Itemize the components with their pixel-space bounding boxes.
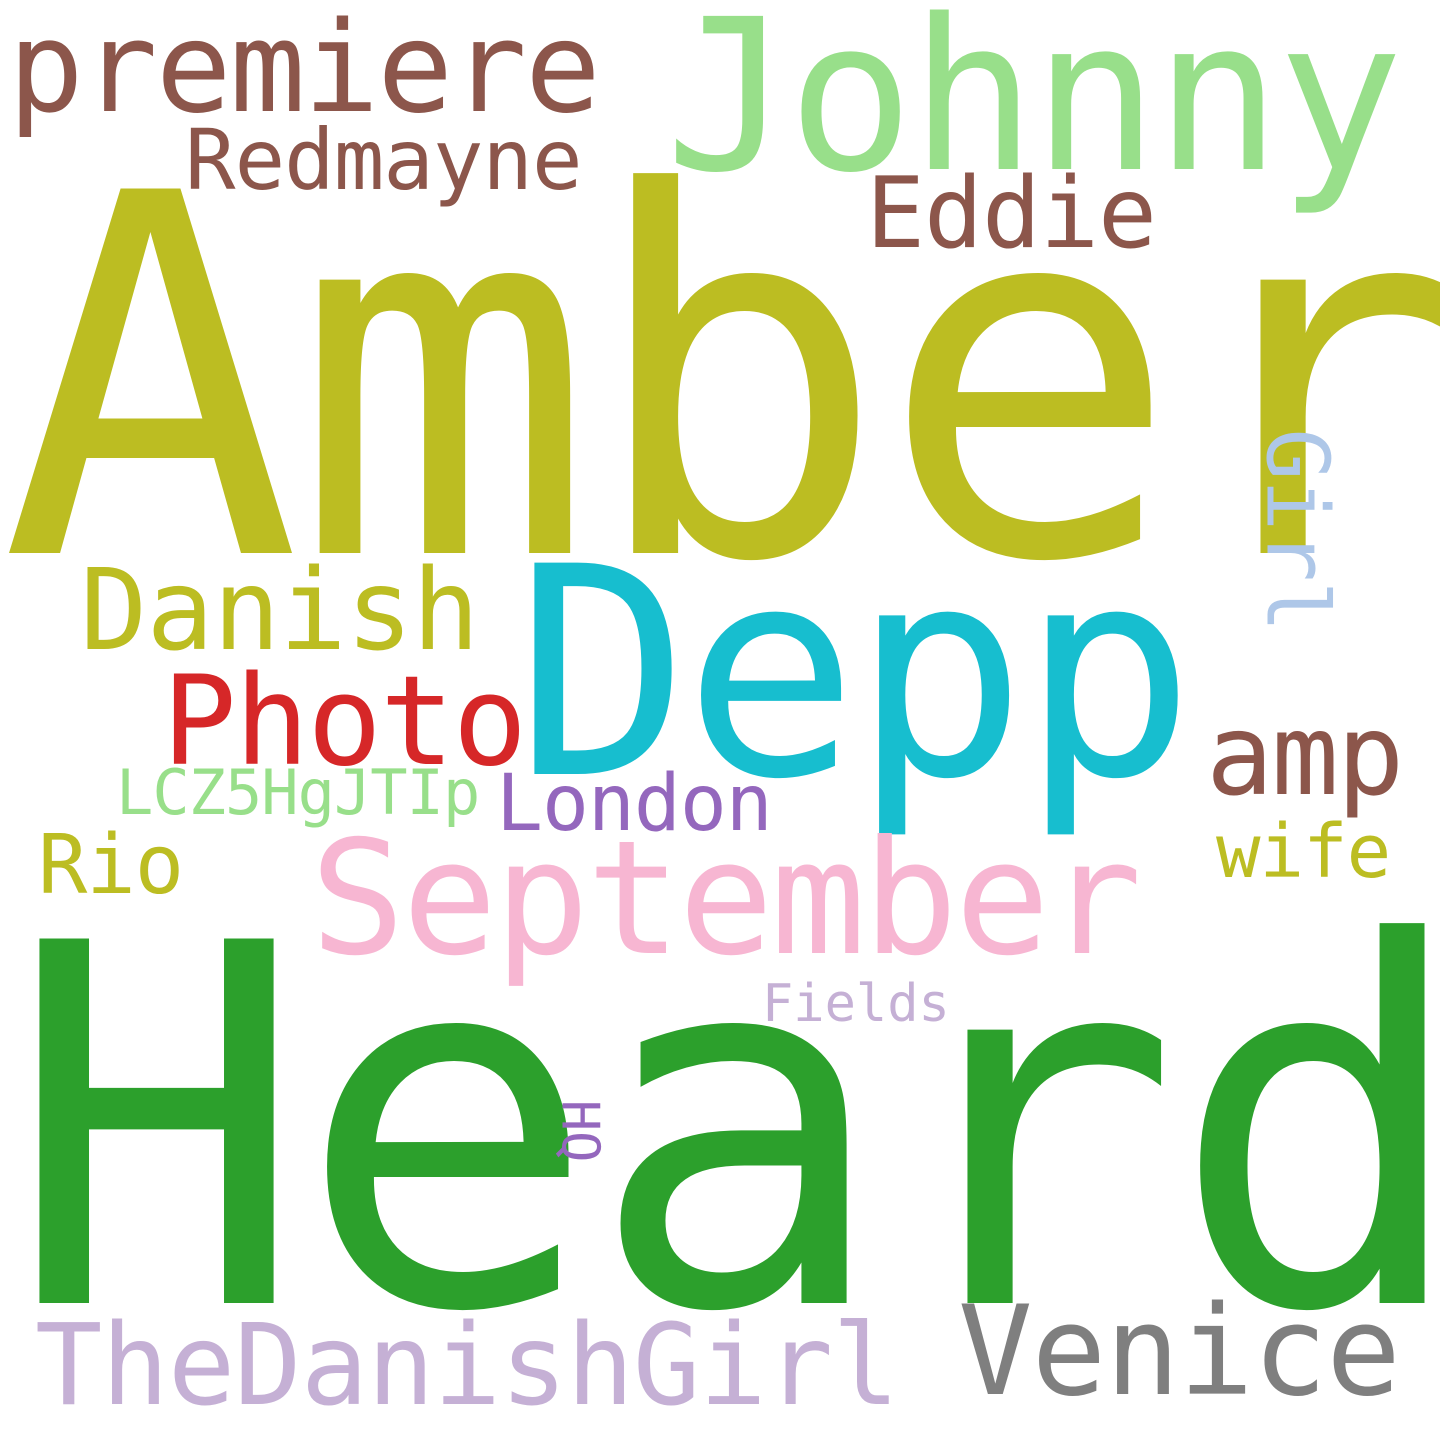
word-amber: Amber bbox=[0, 89, 1440, 671]
word-girl: Girl bbox=[1246, 428, 1347, 632]
word-premiere: premiere bbox=[8, 0, 601, 141]
word-lcz5hgjtip: LCZ5HgJTIp bbox=[116, 756, 480, 829]
word-london: London bbox=[496, 759, 773, 849]
word-depp: Depp bbox=[515, 506, 1195, 843]
word-hq: HQ bbox=[549, 1099, 610, 1163]
word-rio: Rio bbox=[38, 818, 184, 913]
word-eddie: Eddie bbox=[866, 157, 1157, 271]
word-redmayne: Redmayne bbox=[185, 111, 583, 209]
word-johnny: Johnny bbox=[665, 0, 1404, 219]
word-venice: Venice bbox=[958, 1280, 1401, 1424]
word-wife: wife bbox=[1216, 809, 1391, 895]
word-fields: Fields bbox=[762, 974, 950, 1034]
word-september: September bbox=[310, 807, 1142, 991]
word-danish: Danish bbox=[80, 546, 480, 676]
word-amp: amp bbox=[1206, 691, 1404, 821]
word-photo: Photo bbox=[162, 650, 527, 794]
word-heard: Heard bbox=[6, 839, 1440, 1421]
word-thedanishgirl: TheDanishGirl bbox=[35, 1301, 900, 1431]
